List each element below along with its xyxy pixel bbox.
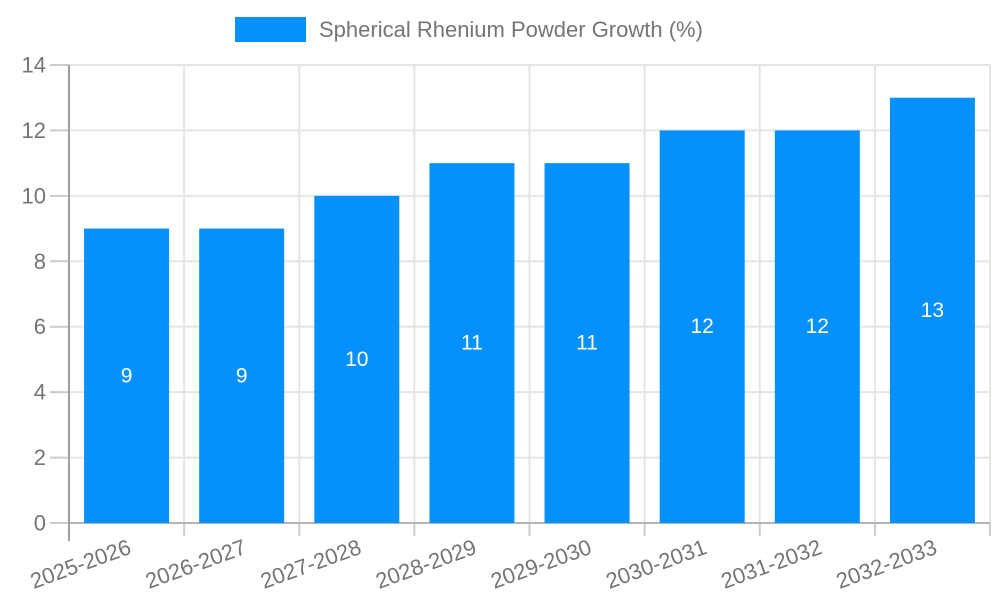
bar[interactable]	[314, 195, 400, 523]
x-axis-tick-label: 2028-2029	[372, 534, 479, 593]
y-axis-tick-label: 12	[22, 118, 46, 143]
x-axis-tick-label: 2030-2031	[602, 534, 709, 593]
y-axis-tick-label: 6	[34, 314, 46, 339]
legend-swatch	[235, 17, 306, 42]
y-axis-tick-label: 10	[22, 183, 46, 208]
legend-label: Spherical Rhenium Powder Growth (%)	[319, 17, 703, 42]
bar[interactable]	[544, 163, 630, 523]
y-axis-tick-label: 8	[34, 249, 46, 274]
bar-value-label: 11	[461, 332, 483, 355]
bar[interactable]	[429, 163, 515, 523]
bar-value-label: 13	[921, 299, 944, 322]
x-axis-tick-label: 2026-2027	[142, 534, 249, 593]
y-axis-tick-label: 2	[34, 445, 46, 470]
x-axis-tick-label: 2032-2033	[833, 534, 940, 593]
y-axis-tick-label: 4	[34, 380, 46, 405]
bar[interactable]	[199, 228, 285, 524]
bar-value-label: 9	[121, 364, 133, 387]
legend[interactable]: Spherical Rhenium Powder Growth (%)	[235, 17, 703, 42]
x-axis-tick-label: 2029-2030	[487, 534, 594, 593]
bar-value-label: 12	[806, 315, 829, 338]
bar-value-label: 10	[345, 348, 368, 371]
x-axis-tick-label: 2025-2026	[27, 534, 134, 593]
bar[interactable]	[774, 130, 860, 523]
bar-value-label: 11	[576, 332, 598, 355]
x-axis-tick-label: 2031-2032	[718, 534, 825, 593]
y-axis-tick-label: 14	[22, 53, 46, 78]
y-axis-tick-label: 0	[34, 511, 46, 536]
bar-value-label: 9	[236, 364, 248, 387]
bar-value-label: 12	[691, 315, 714, 338]
x-axis-tick-label: 2027-2028	[257, 534, 364, 593]
bar[interactable]	[659, 130, 745, 523]
bar[interactable]	[889, 97, 975, 523]
bar[interactable]	[84, 228, 170, 524]
